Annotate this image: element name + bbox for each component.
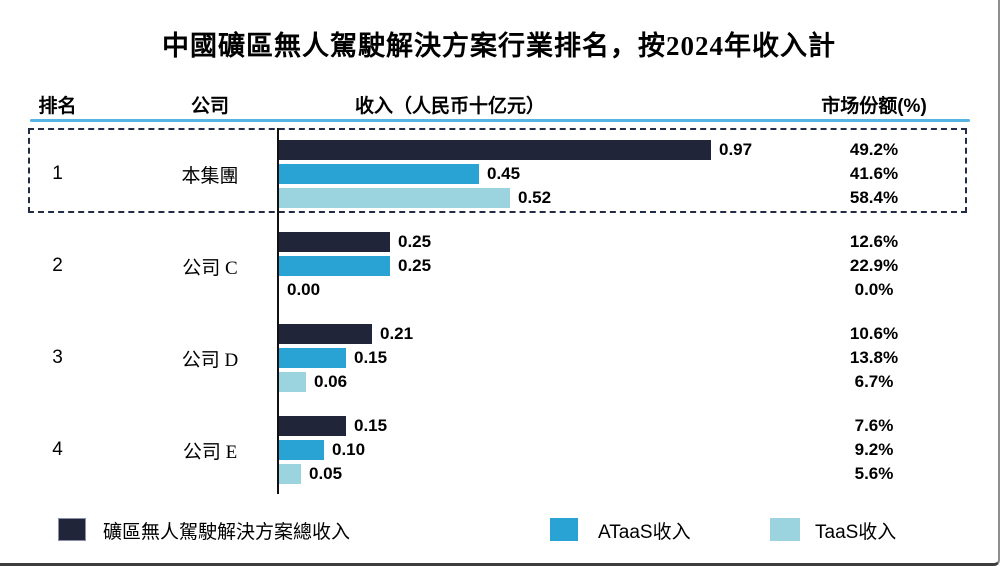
bar-line: 0.25 22.9%: [279, 254, 998, 278]
market-share-value: 49.2%: [849, 140, 899, 159]
bar-line: 0.97 49.2%: [279, 138, 998, 162]
page-title: 中國礦區無人駕駛解決方案行業排名，按2024年收入計: [162, 31, 836, 61]
table-row: 3 公司 D 0.21 10.6% 0.15 13.8% 0.06 6.7%: [0, 322, 998, 394]
bar-total-revenue: [279, 324, 372, 344]
bar-total-revenue: [279, 416, 346, 436]
highlight-dashed-box: [28, 128, 967, 213]
market-share-value: 13.8%: [849, 348, 899, 367]
legend-swatch-taas: [770, 518, 800, 541]
company-name: 公司 D: [181, 349, 239, 371]
bar-group: 0.21 10.6% 0.15 13.8% 0.06 6.7%: [279, 322, 998, 394]
rank-value: 2: [52, 255, 63, 276]
bar-line: 0.15 13.8%: [279, 346, 998, 370]
bar-value-label: 0.10: [332, 440, 366, 459]
bar-line: 0.52 58.4%: [279, 186, 998, 210]
legend-label-total: 礦區無人駕駛解決方案總收入: [103, 521, 351, 543]
bar-taas-revenue: [279, 188, 510, 208]
legend-swatch-ataas: [550, 518, 578, 541]
bar-group: 0.15 7.6% 0.10 9.2% 0.05 5.6%: [279, 414, 998, 486]
table-header-row: 排名 公司 收入（人民币十亿元） 市场份额(%): [0, 92, 998, 117]
bar-value-label: 0.25: [398, 232, 432, 251]
bar-value-label: 0.25: [398, 256, 432, 275]
table-row: 2 公司 C 0.25 12.6% 0.25 22.9% 0.00 0.0%: [0, 230, 998, 302]
axis-baseline: [277, 128, 279, 494]
bar-value-label: 0.00: [287, 280, 321, 299]
company-name: 公司 C: [182, 257, 238, 279]
market-share-value: 0.0%: [854, 280, 894, 299]
market-share-value: 6.7%: [854, 372, 894, 391]
rank-value: 1: [52, 163, 63, 184]
market-share-value: 41.6%: [849, 164, 899, 183]
legend-label-taas: TaaS收入: [815, 521, 897, 543]
bar-value-label: 0.52: [518, 188, 552, 207]
company-name: 本集團: [181, 165, 239, 187]
bar-line: 0.25 12.6%: [279, 230, 998, 254]
bar-group: 0.25 12.6% 0.25 22.9% 0.00 0.0%: [279, 230, 998, 302]
bar-value-label: 0.97: [719, 140, 753, 159]
bar-value-label: 0.06: [314, 372, 348, 391]
market-share-value: 7.6%: [854, 416, 894, 435]
bar-value-label: 0.05: [309, 464, 343, 483]
bar-total-revenue: [279, 140, 711, 160]
company-name: 公司 E: [182, 441, 238, 463]
bar-line: 0.00 0.0%: [279, 278, 998, 302]
bar-line: 0.05 5.6%: [279, 462, 998, 486]
bar-ataas-revenue: [279, 348, 346, 368]
header-underline: [30, 119, 970, 122]
column-header-market-share: 市场份额(%): [821, 95, 927, 117]
bar-value-label: 0.21: [380, 324, 414, 343]
bar-taas-revenue: [279, 372, 306, 392]
table-row: 4 公司 E 0.15 7.6% 0.10 9.2% 0.05 5.6%: [0, 414, 998, 486]
legend: 礦區無人駕駛解決方案總收入 ATaaS收入 TaaS收入: [0, 516, 998, 544]
bar-line: 0.21 10.6%: [279, 322, 998, 346]
rank-value: 4: [52, 439, 63, 460]
market-share-value: 58.4%: [849, 188, 899, 207]
bar-value-label: 0.15: [354, 348, 388, 367]
bar-line: 0.06 6.7%: [279, 370, 998, 394]
column-header-rank: 排名: [38, 95, 77, 117]
bar-ataas-revenue: [279, 164, 479, 184]
bar-taas-revenue: [279, 464, 301, 484]
market-share-value: 5.6%: [854, 464, 894, 483]
bar-ataas-revenue: [279, 440, 324, 460]
legend-label-ataas: ATaaS收入: [598, 521, 691, 543]
bar-ataas-revenue: [279, 256, 390, 276]
market-share-value: 22.9%: [849, 256, 899, 275]
bar-total-revenue: [279, 232, 390, 252]
column-header-company: 公司: [190, 95, 229, 117]
bar-line: 0.10 9.2%: [279, 438, 998, 462]
rank-value: 3: [52, 347, 63, 368]
market-share-value: 10.6%: [849, 324, 899, 343]
bar-line: 0.45 41.6%: [279, 162, 998, 186]
bar-group: 0.97 49.2% 0.45 41.6% 0.52 58.4%: [279, 138, 998, 210]
bar-line: 0.15 7.6%: [279, 414, 998, 438]
table-row: 1 本集團 0.97 49.2% 0.45 41.6% 0.52 58.4%: [0, 138, 998, 210]
column-header-revenue: 收入（人民币十亿元）: [355, 95, 546, 117]
bar-value-label: 0.15: [354, 416, 388, 435]
market-share-value: 9.2%: [854, 440, 894, 459]
legend-swatch-total: [58, 518, 86, 541]
market-share-value: 12.6%: [849, 232, 899, 251]
bar-value-label: 0.45: [487, 164, 521, 183]
